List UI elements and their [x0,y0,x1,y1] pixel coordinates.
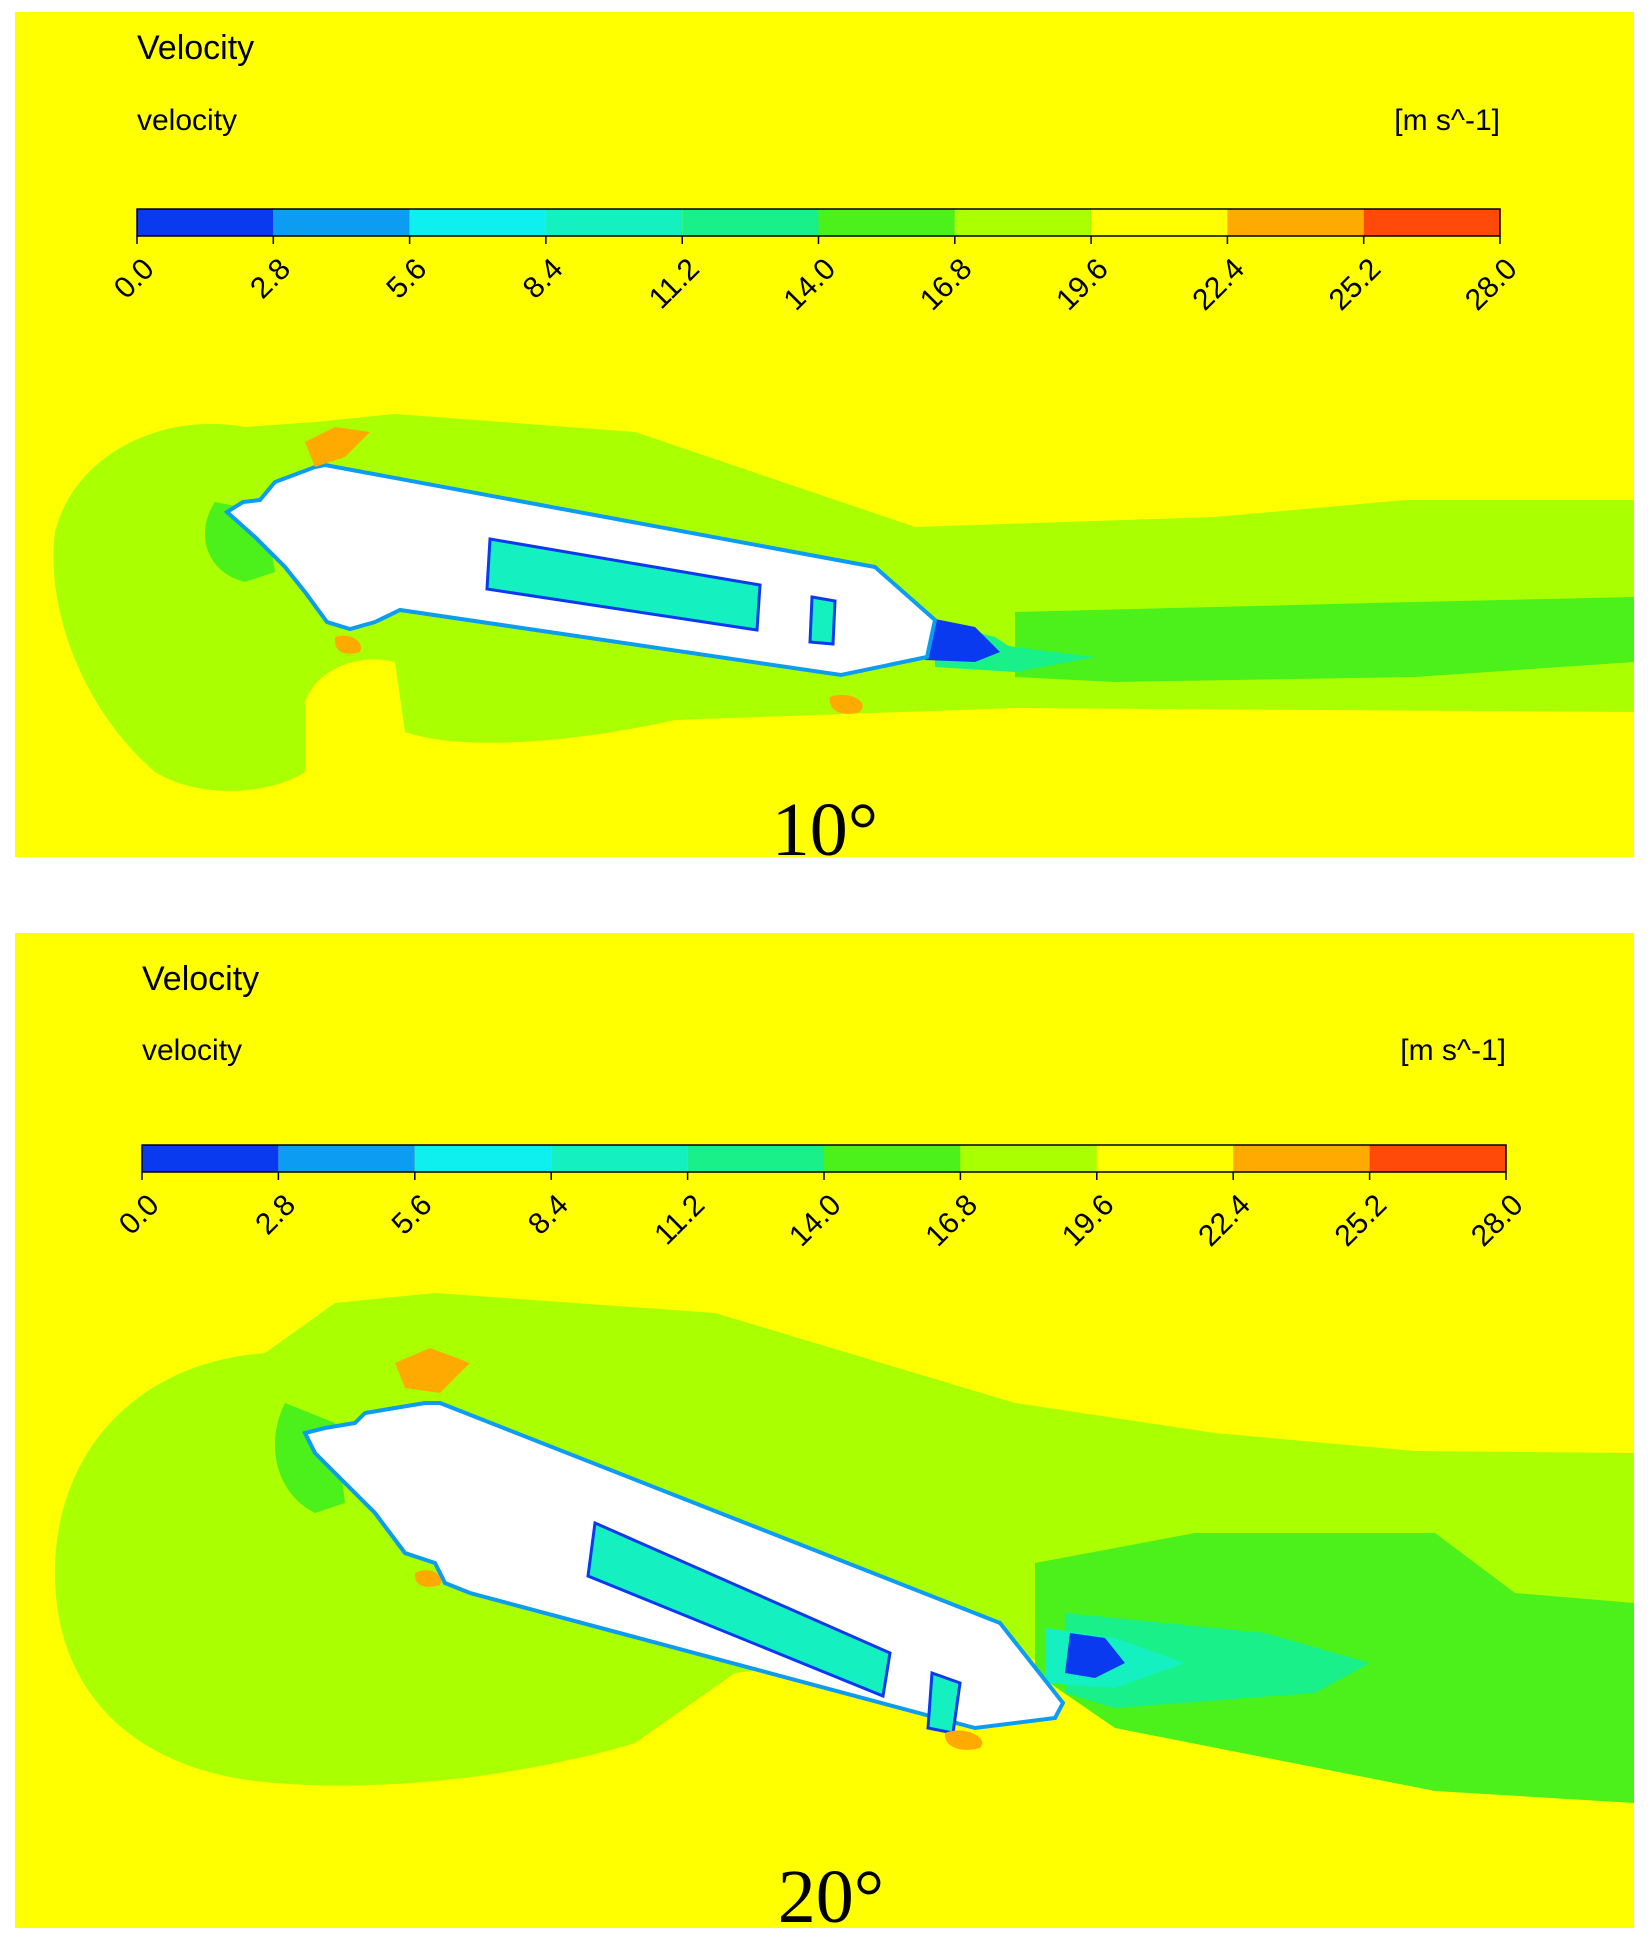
contour-plot-10: Velocity velocity [m s^-1] 0.0 2.8 5.6 8.4 1… [15,12,1634,857]
wake-region-inner [1015,597,1634,682]
contour-plot-20: Velocity velocity [m s^-1] 0.0 2.8 5.6 8.4 1… [15,933,1634,1928]
wake-jet [1065,1613,1370,1708]
colorbar-segment [409,209,546,236]
colorbar-segment [824,1145,961,1172]
colorbar-segment [1096,1145,1234,1172]
contour-panel-20: Velocity velocity [m s^-1] 0.0 2.8 5.6 8.4 1… [15,933,1634,1928]
colorbar-segment [1369,1145,1506,1172]
colorbar-segment [687,1145,824,1172]
colorbar-segment [818,209,955,236]
cabin-window-large [586,1520,892,1699]
cabin-window-small [926,1670,962,1735]
colorbar-segment [545,209,683,236]
colorbar-segment [1227,209,1364,236]
flow-field [53,414,1634,791]
colorbar-segment [414,1145,552,1172]
colorbar-segment [137,209,274,236]
angle-caption: 20° [778,1855,884,1928]
colorbar: 0.0 2.8 5.6 8.4 11.2 14.0 16.8 19.6 22.4 25.2 28.0 [113,1144,1530,1253]
colorbar-segment [142,1145,279,1172]
contour-panel-10: Velocity velocity [m s^-1] 0.0 2.8 5.6 8.4 1… [15,12,1634,857]
angle-caption: 10° [772,788,878,857]
colorbar-segment [273,209,410,236]
tail-low-velocity [1065,1633,1125,1678]
cabin-window-small [808,595,837,646]
plot-title: Velocity [142,960,259,998]
unit-label: [m s^-1] [1394,104,1500,137]
colorbar-segment [278,1145,415,1172]
colorbar-segment [1091,209,1228,236]
colorbar-segment [954,209,1092,236]
colorbar-segment [1233,1145,1370,1172]
high-velocity-bottom [414,1570,441,1587]
flow-field [55,1293,1634,1803]
variable-label: velocity [142,1034,242,1067]
high-velocity-bottom [334,635,361,654]
colorbar-segment [682,209,819,236]
cabin-window-large [485,537,762,632]
high-velocity-belly [944,1730,983,1750]
colorbar-segment [1363,209,1500,236]
high-velocity-belly [829,694,863,714]
unit-label: [m s^-1] [1400,1034,1506,1067]
colorbar-segment [551,1145,688,1172]
high-velocity-top [395,1348,470,1393]
plot-title: Velocity [137,29,254,67]
colorbar-segment [960,1145,1097,1172]
high-velocity-top [305,427,370,467]
tail-low-velocity [925,618,1000,662]
variable-label: velocity [137,104,237,137]
